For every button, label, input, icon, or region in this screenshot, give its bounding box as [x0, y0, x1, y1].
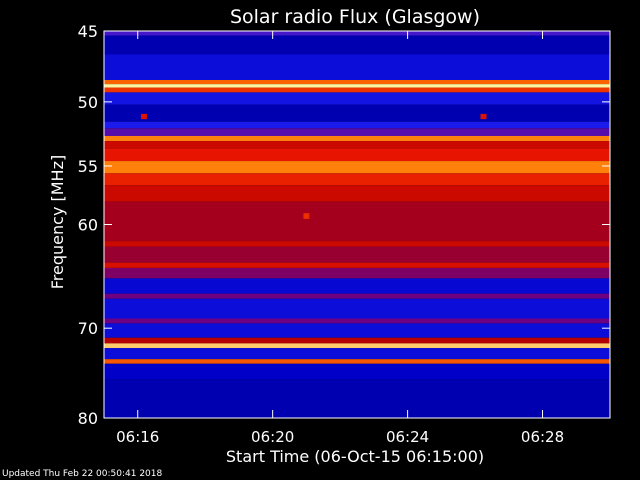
plot-area [104, 31, 610, 418]
frequency-band [104, 54, 610, 80]
frequency-band [104, 121, 610, 129]
axes: 45 50 55 60 70 80 06:16 06:20 06:24 06:28 [78, 22, 611, 446]
frequency-band [104, 348, 610, 360]
frequency-band [104, 185, 610, 202]
x-tick-label: 06:28 [521, 428, 564, 446]
frequency-band [104, 161, 610, 174]
frequency-band [104, 201, 610, 242]
frequency-band [104, 84, 610, 88]
frequency-band [104, 359, 610, 364]
frequency-band [104, 262, 610, 268]
chart-title: Solar radio Flux (Glasgow) [230, 6, 480, 28]
y-tick-label: 45 [78, 22, 98, 41]
update-timestamp: Updated Thu Feb 22 00:50:41 2018 [2, 469, 163, 479]
burst-mark [303, 213, 310, 219]
burst-mark [480, 113, 487, 120]
x-tick-label: 06:16 [116, 428, 159, 446]
y-tick-label: 60 [78, 216, 98, 235]
frequency-band [104, 148, 610, 162]
y-tick-label: 80 [78, 409, 98, 428]
frequency-band [104, 246, 610, 263]
frequency-band [104, 318, 610, 324]
frequency-band [104, 337, 610, 344]
frequency-band [104, 173, 610, 186]
frequency-band [104, 141, 610, 149]
x-tick-label: 06:20 [251, 428, 294, 446]
y-tick-label: 50 [78, 93, 98, 112]
x-tick-label: 06:24 [386, 428, 429, 446]
frequency-band [104, 31, 610, 36]
frequency-band [104, 35, 610, 55]
frequency-band [104, 135, 610, 142]
frequency-band [104, 293, 610, 299]
burst-mark [140, 113, 147, 120]
y-tick-label: 70 [78, 319, 98, 338]
frequency-band [104, 79, 610, 85]
frequency-band [104, 323, 610, 338]
frequency-band [104, 278, 610, 294]
frequency-band [104, 363, 610, 380]
frequency-band [104, 267, 610, 279]
x-axis-label: Start Time (06-Oct-15 06:15:00) [226, 447, 484, 466]
frequency-band [104, 343, 610, 349]
y-axis-label: Frequency [MHz] [48, 155, 67, 289]
frequency-band [104, 128, 610, 136]
frequency-band [104, 92, 610, 105]
frequency-band [104, 298, 610, 319]
frequency-band [104, 241, 610, 247]
frequency-band [104, 87, 610, 93]
frequency-band [104, 379, 610, 418]
y-tick-label: 55 [78, 157, 98, 176]
frequency-band [104, 104, 610, 122]
